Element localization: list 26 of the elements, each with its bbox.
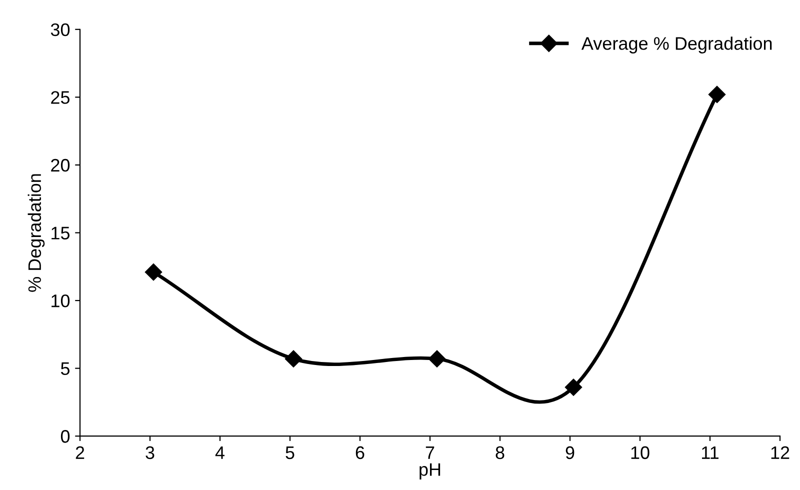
legend-label: Average % Degradation [581,36,772,54]
point [708,86,726,104]
y-tick-label: 30 [50,23,70,36]
y-tick-label: 10 [52,294,70,308]
x-tick-label: 9 [566,446,574,460]
y-tick-label: 0 [60,430,70,443]
x-tick-label: 7 [426,446,434,459]
point [144,264,162,281]
y-tick-label: 15 [52,226,70,240]
x-tick-label: 4 [215,446,224,459]
x-tick-label: 12 [771,446,790,459]
y-axis-title: % Degradation [28,174,45,292]
x-tick-label: 5 [286,446,294,460]
x-tick-label: 2 [76,446,84,459]
x-tick-label: 10 [631,446,650,460]
x-tick-label: 3 [146,446,154,460]
point [564,378,582,396]
x-axis-title: pH [420,463,440,480]
point [284,350,302,368]
y-tick-label: 20 [51,158,70,172]
x-tick-label: 8 [496,446,504,460]
y-tick-label: 25 [51,91,70,104]
y-tick-label: 5 [60,362,70,376]
point [428,350,446,368]
x-tick-label: 11 [702,446,718,459]
x-tick-label: 6 [356,446,364,460]
